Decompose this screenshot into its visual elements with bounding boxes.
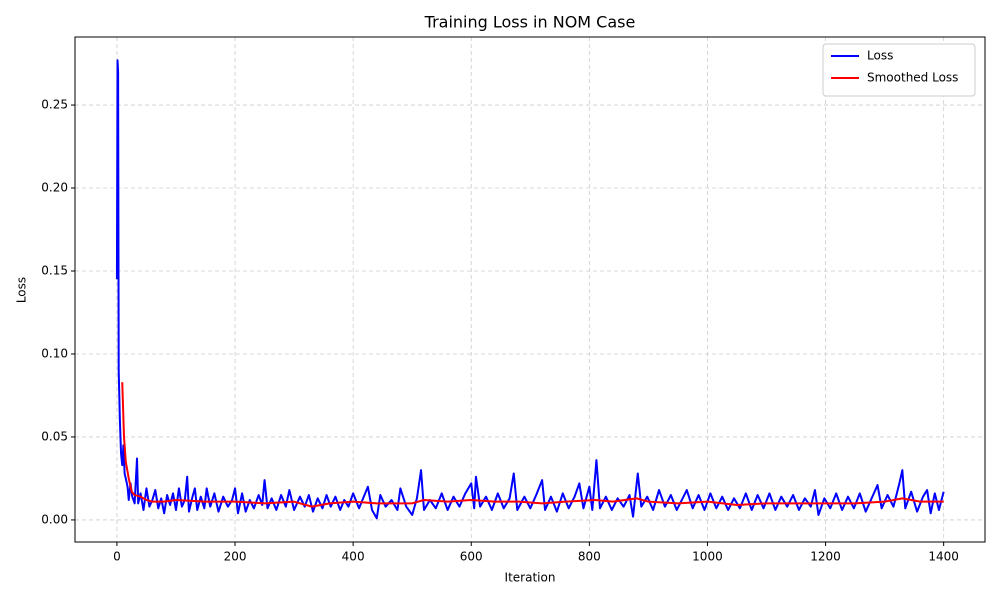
x-tick-label: 600 [460,550,483,564]
plot-frame [74,36,986,543]
x-tick-label: 1000 [692,550,723,564]
y-tick-label: 0.20 [41,181,68,195]
x-tick-label: 1400 [928,550,959,564]
y-tick-label: 0.00 [41,512,68,526]
line-series [121,382,944,508]
y-tick-label: 0.25 [41,98,68,112]
legend-label: Smoothed Loss [867,71,958,85]
legend: Loss Smoothed Loss [822,43,976,97]
y-tick-label: 0.05 [41,429,68,443]
x-axis-label: Iteration [505,571,556,585]
y-axis-label: Loss [15,277,29,303]
x-tick-label: 1200 [810,550,841,564]
y-tick-label: 0.10 [41,346,68,360]
y-tick-label: 0.15 [41,263,68,277]
x-tick-label: 800 [578,550,601,564]
x-tick-label: 400 [342,550,365,564]
x-tick-label: 0 [113,550,121,564]
legend-box [822,43,976,97]
chart-title: Training Loss in NOM Case [424,13,636,32]
legend-label: Loss [867,49,893,63]
x-tick-label: 200 [224,550,247,564]
